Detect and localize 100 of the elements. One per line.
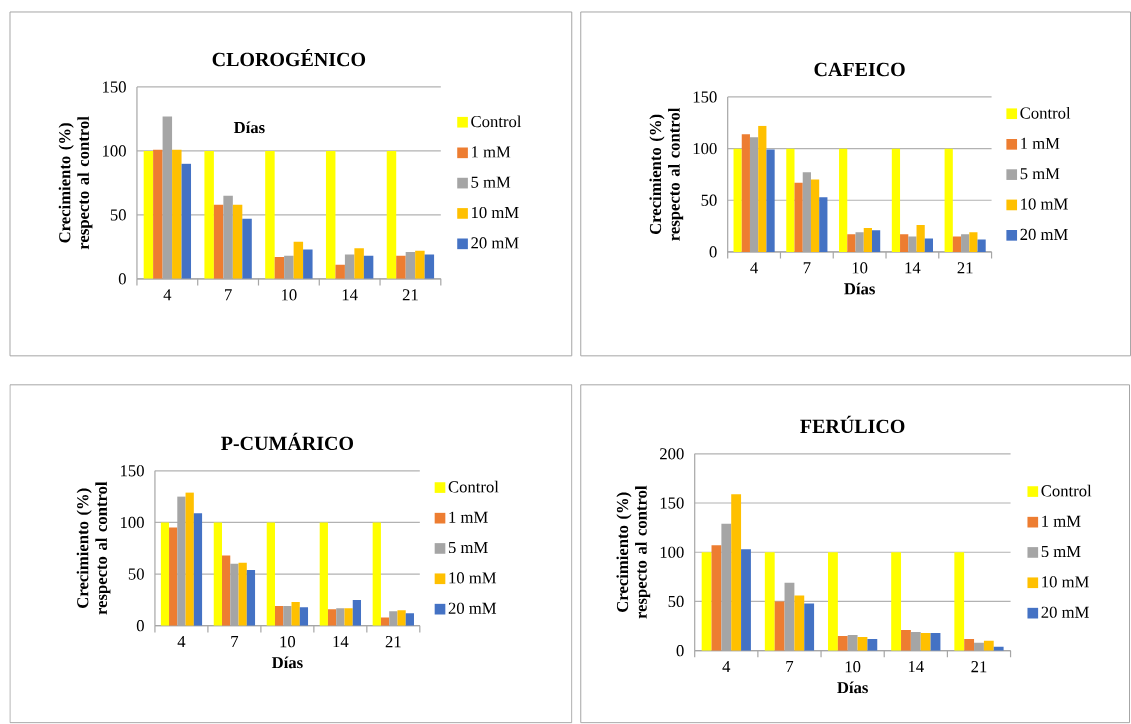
bar (266, 522, 275, 626)
legend-label: 20 mM (1020, 228, 1068, 241)
bar (283, 606, 292, 626)
bar (774, 601, 785, 651)
y-tick-label: 50 (668, 596, 684, 608)
bar (863, 228, 872, 253)
bar (721, 523, 732, 651)
bar (944, 148, 953, 253)
x-tick-label: 14 (342, 289, 358, 301)
bar (246, 570, 256, 626)
legend-label: Control (471, 115, 522, 128)
y-axis-title: Crecimiento (%) respecto al control (58, 116, 93, 250)
x-axis-title: Días (844, 282, 875, 295)
bar (828, 552, 838, 651)
bar (804, 603, 815, 651)
x-axis-title: Días (837, 681, 868, 694)
x-axis-title: Días (233, 121, 265, 134)
chart-title: CAFEICO (814, 62, 905, 77)
legend-label: 5 mM (1041, 546, 1081, 558)
bar (964, 639, 975, 651)
bar (153, 149, 163, 280)
legend-label: 5 mM (471, 176, 511, 188)
bar (415, 250, 425, 280)
y-tick-label: 150 (660, 497, 684, 509)
bar (916, 225, 925, 253)
x-axis-title: Días (271, 656, 303, 669)
bar (954, 552, 965, 651)
bar (265, 151, 275, 280)
legend-label: 10 mM (449, 572, 497, 584)
bar (733, 148, 742, 253)
bar (810, 179, 820, 253)
bar (363, 255, 374, 280)
y-tick-label: 100 (121, 516, 144, 529)
bar (181, 163, 192, 280)
bar (396, 255, 406, 280)
y-tick-label: 50 (701, 194, 717, 207)
bar (405, 613, 414, 626)
bar (920, 633, 931, 651)
bar (386, 151, 397, 280)
legend-label: 1 mM (1021, 138, 1060, 149)
x-tick-label: 10 (845, 661, 861, 673)
bar (741, 134, 750, 253)
y-tick-label: 150 (693, 91, 717, 103)
bar (891, 148, 901, 253)
bar (238, 562, 247, 626)
y-tick-label: 50 (128, 568, 144, 580)
legend-label: 10 mM (1021, 198, 1068, 210)
bar (389, 611, 398, 626)
legend-label: 1 mM (472, 146, 511, 158)
x-tick-label: 14 (333, 636, 349, 648)
chart-title: CLOROGÉNICO (212, 49, 366, 67)
x-tick-label: 7 (803, 262, 811, 274)
bar (303, 249, 313, 280)
bar (222, 555, 231, 626)
bar (847, 234, 856, 253)
x-tick-label: 7 (786, 661, 794, 673)
x-tick-label: 4 (177, 636, 186, 648)
y-tick-label: 150 (121, 465, 144, 477)
legend-label: 5 mM (1020, 168, 1060, 180)
bar (291, 602, 300, 626)
x-tick-label: 21 (971, 661, 987, 673)
bar (336, 608, 345, 626)
bar (900, 234, 909, 253)
y-axis-title: Crecimiento (%) respecto al control (649, 108, 684, 241)
bar (910, 632, 921, 651)
legend-label: 5 mM (448, 542, 488, 554)
legend-label: 1 mM (1042, 515, 1081, 527)
x-tick-label: 4 (750, 262, 758, 274)
y-tick-label: 50 (110, 209, 126, 221)
bar (193, 513, 203, 626)
x-tick-label: 10 (852, 262, 868, 274)
y-axis-title: Crecimiento (%) respecto al control (76, 481, 111, 615)
y-tick-label: 0 (136, 620, 144, 632)
bar (794, 182, 803, 253)
legend-label: Control (448, 480, 499, 493)
bar (325, 151, 336, 280)
bar (424, 254, 435, 280)
bar (185, 492, 194, 626)
bar (299, 607, 309, 626)
bar (354, 248, 364, 280)
bar (891, 552, 902, 651)
bar (352, 600, 362, 626)
bar (952, 236, 962, 253)
x-tick-label: 21 (385, 636, 401, 648)
bar (344, 608, 353, 626)
bar (327, 609, 337, 626)
bar (213, 522, 223, 626)
y-tick-label: 0 (709, 246, 717, 258)
legend-label: 20 mM (448, 602, 497, 615)
bar (172, 149, 182, 280)
bar (924, 238, 933, 253)
bar (213, 204, 224, 280)
bar (758, 126, 767, 253)
bar (230, 563, 239, 626)
y-axis-title: Crecimiento (%) respecto al control (616, 485, 651, 619)
chart-title: FERÚLICO (800, 415, 905, 434)
bar (319, 522, 328, 626)
bar (160, 522, 170, 626)
bar (701, 552, 712, 651)
x-tick-label: 14 (908, 661, 924, 673)
